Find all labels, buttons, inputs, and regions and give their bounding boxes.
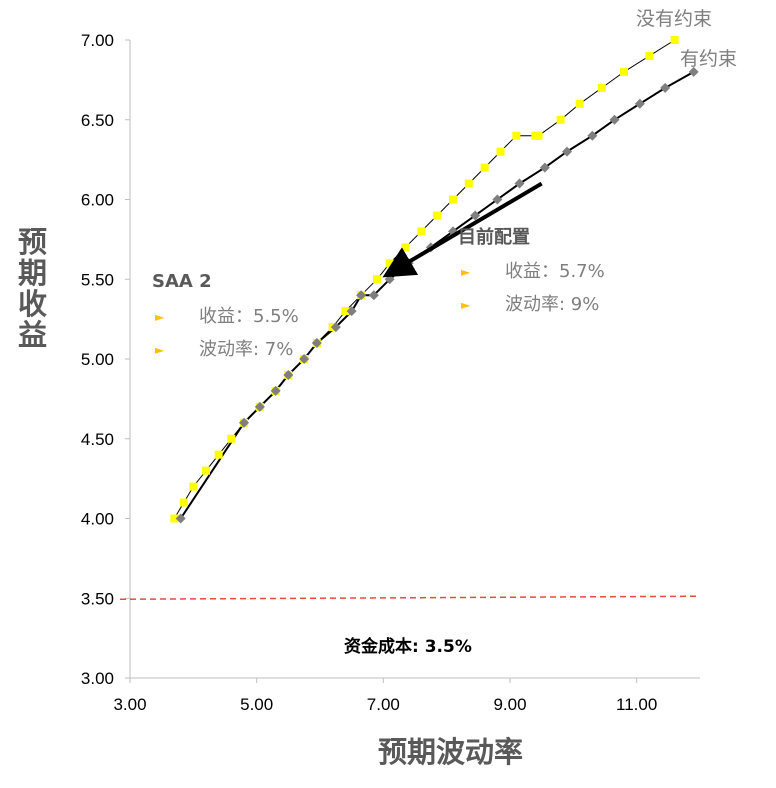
constrained-point: [311, 338, 322, 349]
current-volatility: 波动率: 9%: [505, 294, 599, 315]
svg-text:预期收益: 预期收益: [18, 225, 47, 352]
y-tick-label: 3.50: [81, 589, 114, 608]
x-axis-title: 预期波动率: [378, 735, 523, 769]
x-tick-label: 5.00: [240, 695, 273, 714]
current-allocation-title: 目前配置: [458, 226, 530, 248]
unconstrained-point: [449, 195, 457, 204]
unconstrained-point: [373, 275, 381, 284]
constrained-point: [492, 194, 503, 205]
y-tick-label: 5.00: [81, 350, 114, 369]
constrained-point: [283, 369, 294, 380]
constrained-point: [299, 354, 310, 364]
y-tick-label: 5.50: [81, 270, 114, 289]
unconstrained-point: [556, 115, 565, 124]
unconstrained-point: [464, 179, 473, 188]
constrained-point: [239, 417, 249, 428]
unconstrained-point: [170, 514, 179, 523]
y-tick-label: 4.00: [81, 510, 114, 529]
constrained-point: [368, 290, 379, 301]
unconstrained-point: [670, 36, 679, 44]
y-axis-ticks: 3.00 3.50 4.00 4.50 5.00 5.50 6.00 6.50 7.00: [81, 31, 130, 688]
y-tick-label: 6.00: [81, 191, 114, 210]
constrained-point: [270, 385, 281, 396]
unconstrained-point: [341, 307, 350, 316]
x-tick-label: 11.00: [616, 695, 657, 714]
series-line-1: [179, 71, 695, 520]
constrained-point: [562, 146, 572, 157]
constrained-point: [346, 306, 357, 317]
x-tick-label: 9.00: [493, 695, 526, 714]
current-bullet-icon: ►: [461, 265, 471, 279]
y-axis-title: 预期收益: [18, 225, 47, 352]
constrained-point: [330, 322, 341, 333]
constrained-point: [688, 66, 699, 77]
unconstrained-point: [417, 227, 426, 236]
unconstrained-point: [496, 147, 505, 156]
y-tick-label: 4.50: [81, 430, 114, 449]
constrained-point: [634, 98, 645, 109]
constrained-point: [660, 82, 671, 93]
saa2-bullet-icon: ►: [155, 310, 165, 324]
unconstrained-point: [512, 131, 521, 140]
unconstrained-point: [401, 243, 410, 252]
unconstrained-point: [179, 498, 188, 507]
unconstrained-point: [385, 259, 394, 268]
series-label-constrained: 有约束: [680, 48, 737, 70]
saa2-bullet-icon: ►: [155, 343, 165, 357]
unconstrained-point: [575, 99, 584, 108]
constrained-point: [514, 178, 525, 189]
constrained-point: [587, 130, 598, 141]
unconstrained-point: [597, 83, 606, 92]
capital-cost-line: [119, 595, 699, 600]
x-tick-label: 3.00: [113, 695, 146, 714]
unconstrained-point: [433, 211, 442, 220]
constrained-point: [470, 210, 481, 221]
saa2-title: SAA 2: [152, 271, 212, 292]
current-to-saa2-arrow: [382, 181, 543, 278]
unconstrained-point: [480, 163, 489, 172]
unconstrained-point: [189, 482, 198, 491]
constrained-point: [254, 401, 265, 412]
y-tick-label: 6.50: [81, 111, 114, 130]
series-label-unconstrained: 没有约束: [636, 8, 712, 30]
constrained-point: [539, 162, 550, 173]
saa2-volatility: 波动率: 7%: [199, 339, 293, 360]
unconstrained-point: [214, 450, 223, 459]
constrained-point: [356, 290, 367, 301]
series-layer: [170, 36, 699, 524]
capital-cost-label: 资金成本: 3.5%: [344, 636, 472, 657]
x-tick-label: 7.00: [367, 695, 400, 714]
unconstrained-point: [645, 51, 654, 60]
saa2-return: 收益：5.5%: [199, 306, 299, 327]
constrained-point: [175, 513, 186, 524]
current-return: 收益：5.7%: [505, 261, 605, 282]
unconstrained-point: [227, 434, 236, 443]
x-axis-ticks: 3.00 5.00 7.00 9.00 11.00: [113, 678, 657, 714]
unconstrained-point: [534, 131, 543, 140]
y-tick-label: 7.00: [81, 31, 114, 50]
y-tick-label: 3.00: [81, 669, 114, 688]
constrained-point: [609, 114, 620, 125]
unconstrained-point: [202, 466, 210, 475]
unconstrained-point: [620, 67, 628, 76]
current-bullet-icon: ►: [461, 298, 471, 312]
